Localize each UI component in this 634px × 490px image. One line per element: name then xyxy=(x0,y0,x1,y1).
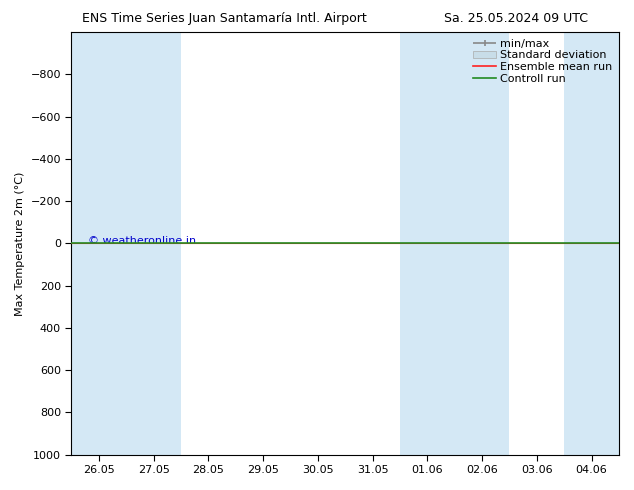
Bar xyxy=(455,32,510,455)
Bar xyxy=(72,32,126,455)
Bar xyxy=(564,32,619,455)
Bar xyxy=(126,32,181,455)
Text: Sa. 25.05.2024 09 UTC: Sa. 25.05.2024 09 UTC xyxy=(444,12,588,25)
Text: ENS Time Series Juan Santamaría Intl. Airport: ENS Time Series Juan Santamaría Intl. Ai… xyxy=(82,12,367,25)
Text: © weatheronline.in: © weatheronline.in xyxy=(88,236,196,246)
Bar xyxy=(400,32,455,455)
Legend: min/max, Standard deviation, Ensemble mean run, Controll run: min/max, Standard deviation, Ensemble me… xyxy=(470,35,616,87)
Y-axis label: Max Temperature 2m (°C): Max Temperature 2m (°C) xyxy=(15,171,25,316)
